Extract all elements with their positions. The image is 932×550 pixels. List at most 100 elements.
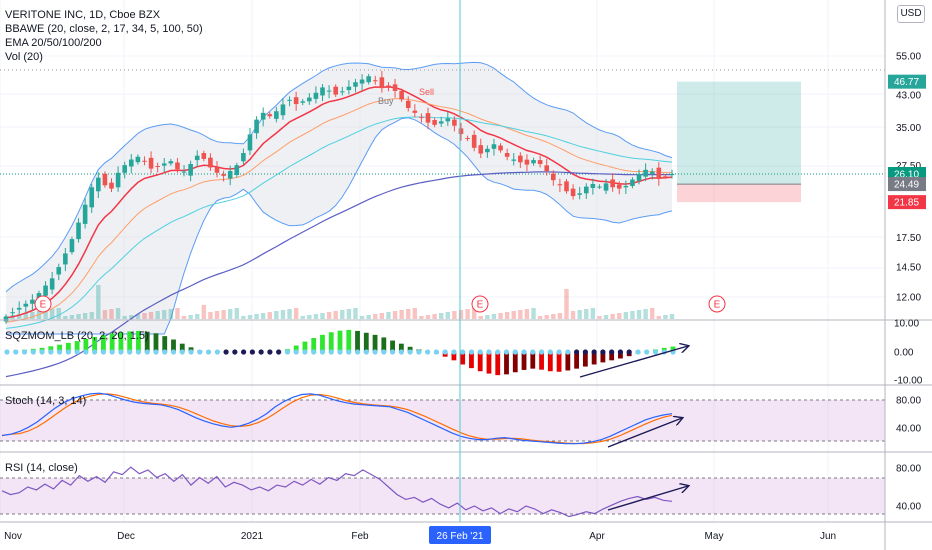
candle-body	[339, 91, 345, 93]
earnings-marker-label: E	[477, 300, 484, 311]
momentum-bar	[477, 352, 483, 372]
momentum-bar	[328, 332, 334, 352]
volume-bar	[412, 308, 418, 319]
squeeze-dot	[30, 349, 36, 355]
trend-arrows[interactable]	[579, 346, 688, 511]
volume-bar	[300, 316, 305, 319]
momentum-bar	[83, 339, 89, 352]
volume-bar	[234, 308, 239, 319]
volume-bar	[524, 309, 530, 319]
squeeze-dot	[495, 349, 501, 355]
currency-button[interactable]: USD	[897, 5, 925, 23]
squeeze-dot	[223, 349, 229, 355]
candle-body	[511, 159, 517, 161]
volume-bar	[109, 309, 114, 319]
momentum-bar	[171, 339, 176, 352]
price-badge	[888, 177, 926, 192]
candle-body	[359, 79, 365, 84]
candle-body	[89, 187, 95, 208]
candle-body	[425, 113, 431, 123]
candle-body	[478, 145, 484, 154]
candle-body	[208, 157, 213, 168]
volume-bar	[102, 310, 108, 319]
sqz-tick-label: -10.00	[894, 376, 923, 387]
squeeze-dot	[512, 349, 518, 355]
candle-body	[128, 159, 134, 167]
momentum-bar	[311, 337, 317, 352]
volume-bar	[63, 316, 68, 319]
rsi-label[interactable]: RSI (14, close)	[5, 462, 78, 474]
squeeze-dot	[617, 349, 624, 355]
volume-bar	[386, 312, 391, 319]
profit-zone	[677, 81, 801, 185]
bbawe-indicator-label[interactable]: BBAWE (20, close, 2, 17, 34, 5, 100, 50)	[5, 23, 203, 35]
price-badge-label: 26.10	[894, 169, 919, 180]
volume-bar	[353, 308, 358, 319]
volume-bar	[175, 308, 180, 319]
symbol-title[interactable]: VERITONE INC, 1D, Cboe BZX	[5, 9, 161, 21]
volume-bars	[3, 285, 675, 319]
squeeze-dot	[65, 349, 71, 355]
candle-body	[405, 100, 411, 109]
candle-body	[372, 80, 378, 82]
volume-bar	[247, 315, 253, 319]
volume-bar	[30, 312, 35, 319]
squeeze-dot	[626, 349, 632, 355]
volume-bar	[544, 315, 549, 319]
sqzmom-label[interactable]: SQZMOM_LB (20, 2, 20, 1.5)	[5, 330, 149, 342]
momentum-bar	[337, 330, 343, 352]
momentum-bar	[574, 352, 580, 369]
volume-bar	[452, 311, 457, 319]
squeeze-dot	[635, 349, 641, 355]
momentum-bar	[162, 336, 168, 352]
volume-bar	[23, 313, 28, 319]
earnings-marker	[708, 295, 726, 313]
volume-bar	[531, 308, 536, 319]
position-tool[interactable]	[0, 69, 885, 203]
ema-indicator-label[interactable]: EMA 20/50/100/200	[5, 37, 102, 49]
volume-bar	[320, 313, 325, 319]
volume-bar	[478, 316, 483, 319]
squeeze-dot	[425, 349, 431, 355]
price-tick-label: 55.00	[896, 52, 921, 63]
squeeze-dot	[170, 349, 177, 355]
candle-body	[551, 173, 556, 181]
squeeze-dot	[197, 349, 203, 355]
time-tick-label: Apr	[589, 531, 605, 542]
momentum-bar	[398, 343, 404, 352]
volume-bar	[122, 316, 127, 319]
volume-bar	[465, 309, 470, 319]
squeeze-dot	[582, 349, 588, 355]
candle-body	[643, 169, 648, 177]
candle-body	[43, 285, 48, 296]
volume-bar	[280, 310, 286, 319]
candle-body	[366, 76, 371, 83]
candle-body	[326, 90, 332, 92]
squeeze-dot	[311, 349, 317, 355]
volume-indicator-label[interactable]: Vol (20)	[5, 51, 43, 63]
volume-bar	[564, 289, 569, 319]
squeeze-dot	[346, 349, 352, 355]
candle-body	[636, 173, 642, 181]
rsi-pane	[0, 466, 885, 518]
candle-body	[161, 163, 167, 166]
volume-bar	[439, 313, 444, 319]
volume-bar	[359, 316, 365, 319]
momentum-bar	[48, 346, 54, 352]
candle-body	[188, 164, 193, 176]
candle-body	[247, 134, 253, 151]
squeeze-dot	[74, 349, 80, 355]
momentum-bar	[530, 352, 536, 369]
squeeze-dot	[372, 349, 378, 355]
momentum-bar	[363, 332, 369, 352]
candle-body	[544, 165, 550, 171]
ema-100-line	[5, 116, 673, 329]
squeeze-dot	[574, 349, 580, 355]
volume-bar	[254, 314, 259, 319]
momentum-bar	[504, 352, 509, 375]
stoch-label[interactable]: Stoch (14, 3, 14)	[5, 395, 87, 407]
squeeze-dot	[521, 349, 527, 355]
candle-body	[254, 119, 259, 134]
squeeze-dot	[407, 349, 413, 355]
